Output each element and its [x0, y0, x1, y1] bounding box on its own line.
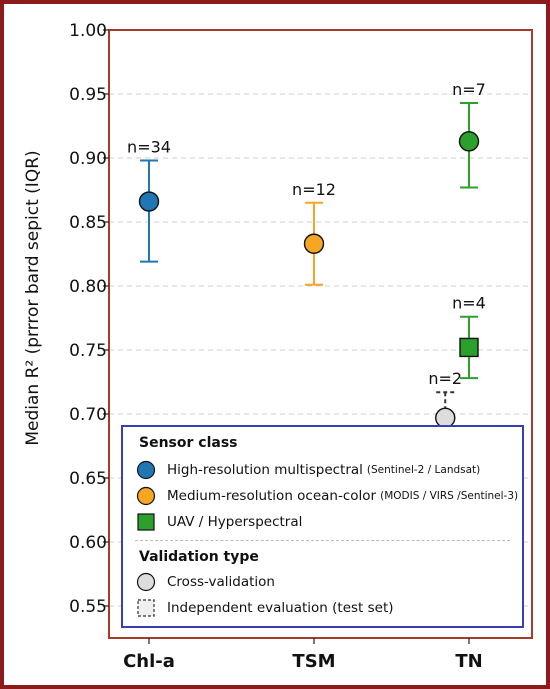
sample-size-label: n=2	[428, 369, 462, 388]
x-tick-label: TN	[455, 651, 482, 672]
y-tick-label: 0.90	[69, 149, 107, 169]
data-point-tsm-1: n=12	[292, 180, 336, 286]
orange-circle-icon	[135, 485, 157, 507]
legend-label: Medium-resolution ocean-color	[167, 488, 377, 504]
median-marker	[303, 233, 325, 254]
y-axis-label: Median R² (prrror bard sepict (IQR)	[23, 150, 43, 445]
y-tick-label: 0.55	[69, 597, 107, 617]
legend-sensor-title: Sensor class	[139, 435, 238, 451]
data-point-tn-3: n=4	[452, 294, 486, 380]
dashed-square-icon	[135, 597, 157, 619]
legend-label: Cross-validation	[167, 574, 275, 590]
blue-circle-icon	[135, 459, 157, 481]
data-marks: n=34 n=12 n=7 n=4 n=2	[127, 80, 486, 444]
y-tick-label: 0.60	[69, 533, 107, 553]
sample-size-label: n=12	[292, 180, 336, 199]
legend-separator	[135, 540, 510, 541]
y-tick-label: 1.00	[69, 21, 107, 41]
sample-size-label: n=34	[127, 138, 171, 157]
legend-sub-label: (Sentinel-2 / Landsat)	[366, 464, 481, 476]
y-tick-label: 0.75	[69, 341, 107, 361]
data-point-tn-4: n=2	[428, 369, 462, 444]
y-tick-label: 0.65	[69, 469, 107, 489]
y-tick-label: 0.70	[69, 405, 107, 425]
median-marker	[459, 337, 479, 358]
x-axis: Chl-a TSM TN	[123, 638, 483, 672]
legend-label: Independent evaluation (test set)	[167, 600, 394, 616]
x-tick-label: Chl-a	[123, 651, 175, 672]
legend-sub-label: (MODIS / VIRS /Sentinel-3)	[380, 490, 519, 502]
gray-circle-icon	[135, 571, 157, 593]
legend-item-high-resolution: High-resolution multispectral (Sentinel-…	[135, 459, 480, 481]
legend-label: UAV / Hyperspectral	[167, 514, 303, 530]
data-point-chl-a-0: n=34	[127, 138, 171, 263]
y-tick-label: 0.95	[69, 85, 107, 105]
legend-item-cross-validation: Cross-validation	[135, 571, 275, 593]
legend-item-uav: UAV / Hyperspectral	[135, 511, 302, 533]
median-marker	[458, 131, 480, 152]
data-point-tn-2: n=7	[452, 80, 486, 189]
sample-size-label: n=7	[452, 80, 486, 99]
legend-item-medium-resolution: Medium-resolution ocean-color (MODIS / V…	[135, 485, 518, 507]
legend-label: High-resolution multispectral	[167, 462, 363, 478]
legend-item-independent-evaluation: Independent evaluation (test set)	[135, 597, 394, 619]
plot-frame	[108, 29, 533, 639]
median-marker	[138, 191, 160, 212]
legend: Sensor class High-resolution multispectr…	[121, 425, 524, 628]
y-tick-label: 0.85	[69, 213, 107, 233]
y-tick-label: 0.80	[69, 277, 107, 297]
green-square-icon	[135, 511, 157, 533]
y-axis: 0.55 0.60 0.65 0.70 0.75 0.80 0.85 0.90 0.95 1.00	[69, 21, 109, 617]
sample-size-label: n=4	[452, 294, 486, 313]
x-tick-label: TSM	[292, 651, 335, 672]
legend-validation-title: Validation type	[139, 549, 259, 565]
